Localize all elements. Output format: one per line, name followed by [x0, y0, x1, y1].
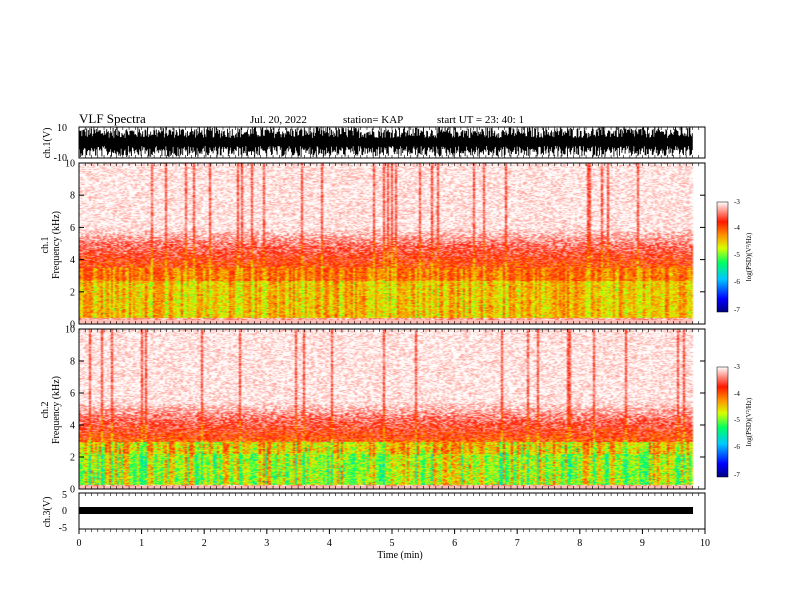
ch2-freq-ticks: 0 2 4 6 8 10	[65, 325, 705, 496]
ch1-freq-ytick-label: 0	[70, 320, 75, 331]
ch1-cb-tick-3: -3	[734, 198, 740, 206]
ch1-spectrogram-panel: 0 2 4 6 8 10 ch.1 Frequency (kHz)	[40, 159, 706, 331]
ch2-freq-ytick-label: 8	[70, 357, 75, 368]
ch3-ytick-bottom: -5	[59, 523, 67, 534]
ch2-freq-ytick-label: 6	[70, 389, 75, 400]
ch1-colorbar: -3 -4 -5 -6 -7 log(PSD)(V²/Hz)	[716, 198, 753, 314]
time-axis-label: Time (min)	[377, 550, 422, 561]
time-tick-label: 1	[139, 538, 144, 549]
ch1-freq-ytick-label: 2	[70, 287, 75, 298]
ch2-colorbar-label: log(PSD)(V²/Hz)	[745, 397, 753, 446]
time-tick-label: 6	[452, 538, 457, 549]
date-label: Jul. 20, 2022	[250, 114, 307, 126]
ch2-spectrogram-panel: 0 2 4 6 8 10 ch.2 Frequency (kHz)	[40, 325, 706, 496]
time-tick-label: 10	[700, 538, 710, 549]
time-tick-label: 3	[264, 538, 269, 549]
ch1-cb-tick-6: -6	[734, 278, 740, 286]
ch1-freq-ytick-label: 8	[70, 191, 75, 202]
ch1-waveform-trace	[79, 127, 693, 157]
ch1-freq-ylabel: Frequency (kHz)	[51, 211, 62, 279]
ch1-freq-ticks: 0 2 4 6 8 10	[65, 159, 705, 331]
ch3-waveform-ylabel: ch.3(V)	[42, 497, 53, 528]
figure-title: VLF Spectra	[79, 111, 146, 126]
ch3-ytick-mid: 0	[62, 506, 67, 517]
ch1-freq-ytick-label: 6	[70, 223, 75, 234]
ch2-cb-tick-7: -7	[734, 471, 740, 479]
ch2-colorbar-scale	[716, 366, 729, 478]
ch1-cb-tick-4: -4	[734, 224, 740, 232]
time-tick-label: 2	[202, 538, 207, 549]
ch3-waveform-panel: 5 0 -5 ch.3(V)	[42, 490, 706, 534]
time-tick-label: 4	[327, 538, 332, 549]
ch2-freq-ytick-label: 2	[70, 453, 75, 464]
start-time-label: start UT = 23: 40: 1	[437, 114, 524, 126]
ch2-cb-tick-3: -3	[734, 363, 740, 371]
time-tick-label: 8	[577, 538, 582, 549]
ch2-cb-tick-5: -5	[734, 416, 740, 424]
ch2-colorbar: -3 -4 -5 -6 -7 log(PSD)(V²/Hz)	[716, 363, 753, 479]
ch3-waveform-trace	[79, 507, 693, 514]
ch2-cb-tick-6: -6	[734, 443, 740, 451]
ch1-cb-tick-5: -5	[734, 251, 740, 259]
ch2-freq-ytick-label: 4	[70, 421, 75, 432]
ch1-freq-ytick-label: 4	[70, 255, 75, 266]
ch2-freq-ytick-label: 10	[65, 325, 75, 336]
time-tick-label: 0	[77, 538, 82, 549]
ch1-spectrogram-heatmap	[79, 163, 705, 324]
time-axis: 0 1 2 3 4 5 6 7 8 9 10	[77, 127, 710, 549]
ch2-channel-label: ch.2	[40, 402, 51, 419]
ch1-colorbar-scale	[716, 201, 729, 313]
ch1-cb-tick-7: -7	[734, 306, 740, 314]
station-label: station= KAP	[343, 114, 403, 126]
ch1-ytick-bottom: -10	[54, 153, 67, 164]
ch2-spectrogram-heatmap	[79, 329, 705, 489]
ch2-freq-ytick-label: 0	[70, 485, 75, 496]
ch1-colorbar-label: log(PSD)(V²/Hz)	[745, 232, 753, 281]
ch2-freq-ylabel: Frequency (kHz)	[51, 376, 62, 444]
ch1-waveform-path	[79, 127, 693, 157]
ch3-ytick-top: 5	[62, 490, 67, 501]
time-tick-label: 5	[390, 538, 395, 549]
time-tick-label: 9	[640, 538, 645, 549]
ch2-cb-tick-4: -4	[734, 390, 740, 398]
ch1-freq-ytick-label: 10	[65, 159, 75, 170]
ch1-waveform-ylabel: ch.1(V)	[42, 128, 53, 159]
ch1-ytick-top: 10	[57, 123, 67, 134]
time-tick-label: 7	[515, 538, 520, 549]
ch1-channel-label: ch.1	[40, 237, 51, 254]
